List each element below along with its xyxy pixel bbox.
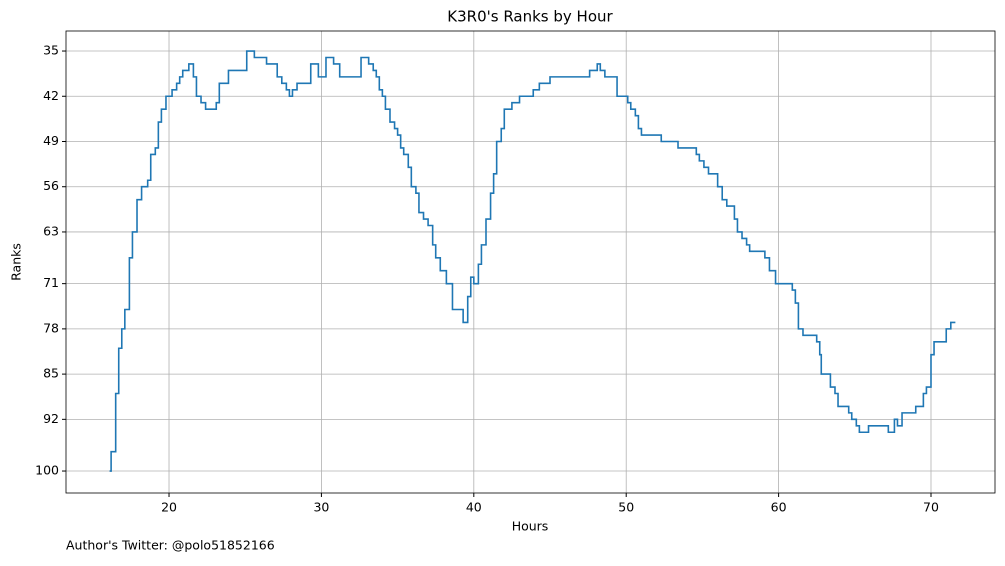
y-tick-label: 92: [43, 411, 59, 426]
y-tick-label: 56: [43, 178, 59, 193]
y-tick-label: 42: [43, 88, 59, 103]
y-tick-label: 49: [43, 133, 59, 148]
plot-frame: [65, 30, 996, 494]
y-tick-label: 100: [35, 463, 59, 478]
y-tick-label: 71: [43, 275, 59, 290]
x-tick-label: 50: [618, 500, 634, 515]
y-tick-label: 35: [43, 43, 59, 58]
y-tick-label: 63: [43, 223, 59, 238]
y-axis-label: Ranks: [9, 243, 24, 281]
x-tick-label: 20: [161, 500, 177, 515]
x-tick-label: 70: [923, 500, 939, 515]
x-tick-label: 40: [466, 500, 482, 515]
y-tick-label: 78: [43, 320, 59, 335]
y-tick-label: 85: [43, 366, 59, 381]
x-tick-label: 30: [313, 500, 329, 515]
x-axis-label: Hours: [512, 519, 549, 534]
x-tick-label: 60: [771, 500, 787, 515]
chart-title: K3R0's Ranks by Hour: [447, 8, 613, 26]
rank-line: [109, 50, 956, 472]
footer: Author's Twitter: @polo51852166: [66, 538, 275, 553]
